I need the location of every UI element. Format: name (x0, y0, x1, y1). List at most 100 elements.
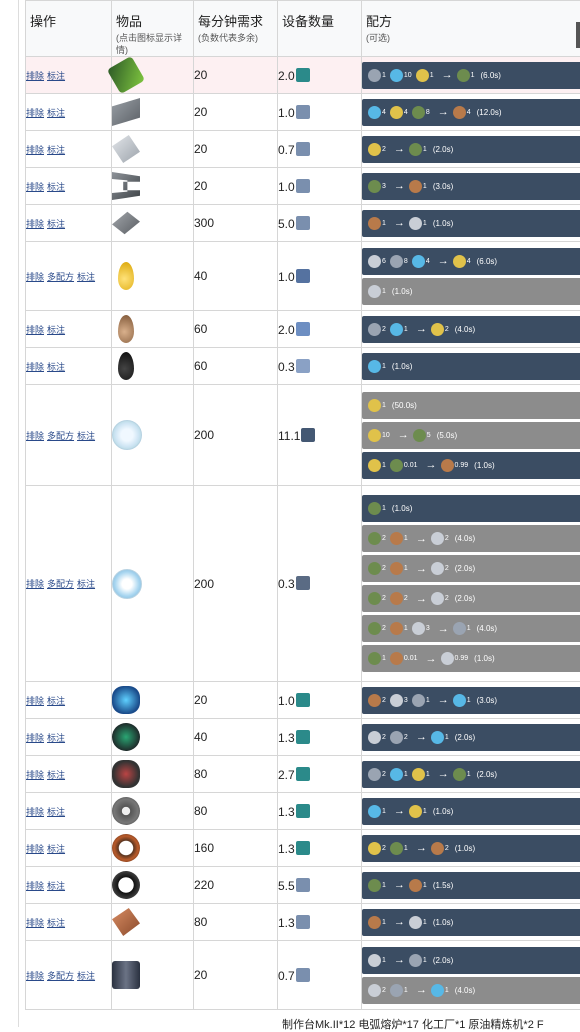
recipe-option-selected[interactable]: 1(1.0s) (362, 353, 580, 380)
mark-link[interactable]: 标注 (47, 696, 65, 706)
device-count: 1.3 (278, 916, 295, 930)
recipe-option-selected[interactable]: 1(1.0s) (362, 495, 580, 522)
remove-link[interactable]: 排除 (26, 145, 44, 155)
mark-link[interactable]: 标注 (77, 579, 95, 589)
recipe-option-selected[interactable]: 1→1(2.0s) (362, 947, 580, 974)
ingredient-icon (368, 106, 381, 119)
remove-link[interactable]: 排除 (26, 971, 44, 981)
ingredient-icon (368, 69, 381, 82)
recipe-option-selected[interactable]: 2→1(2.0s) (362, 136, 580, 163)
remove-link[interactable]: 排除 (26, 108, 44, 118)
magnet-ring-icon[interactable] (112, 871, 140, 899)
mark-link[interactable]: 标注 (47, 182, 65, 192)
ingredient-icon (409, 143, 422, 156)
ingredient-qty: 1 (430, 72, 434, 79)
multi-recipe-link[interactable]: 多配方 (47, 971, 74, 981)
ingredient-icon (409, 217, 422, 230)
mark-link[interactable]: 标注 (47, 770, 65, 780)
remove-link[interactable]: 排除 (26, 325, 44, 335)
mark-link[interactable]: 标注 (47, 145, 65, 155)
device-cell: 1.3 (278, 719, 362, 756)
mark-link[interactable]: 标注 (47, 362, 65, 372)
recipe-option-selected[interactable]: 1→1(1.5s) (362, 872, 580, 899)
remove-link[interactable]: 排除 (26, 71, 44, 81)
item-cell (112, 131, 194, 168)
mark-link[interactable]: 标注 (47, 219, 65, 229)
girder-icon[interactable] (112, 172, 140, 200)
remove-link[interactable]: 排除 (26, 770, 44, 780)
hydrogen-icon[interactable] (112, 420, 142, 450)
header-recipe: 配方(可选) (362, 1, 580, 57)
coil-icon[interactable] (112, 834, 140, 862)
metal-sheet-icon[interactable] (112, 209, 140, 237)
mark-link[interactable]: 标注 (47, 881, 65, 891)
remove-link[interactable]: 排除 (26, 881, 44, 891)
recipe-option-selected[interactable]: 1→1(1.0s) (362, 909, 580, 936)
engine-icon[interactable] (112, 686, 140, 714)
recipe-option-selected[interactable]: 1→1(1.0s) (362, 798, 580, 825)
remove-link[interactable]: 排除 (26, 807, 44, 817)
mark-link[interactable]: 标注 (77, 272, 95, 282)
device-cell: 0.7 (278, 131, 362, 168)
remove-link[interactable]: 排除 (26, 272, 44, 282)
mark-link[interactable]: 标注 (47, 807, 65, 817)
remove-link[interactable]: 排除 (26, 182, 44, 192)
mark-link[interactable]: 标注 (77, 971, 95, 981)
multi-recipe-link[interactable]: 多配方 (47, 431, 74, 441)
remove-link[interactable]: 排除 (26, 918, 44, 928)
recipe-option[interactable]: 1(1.0s) (362, 278, 580, 305)
oil-drop-icon[interactable] (118, 262, 134, 290)
recipe-option-selected[interactable]: 1→1(1.0s) (362, 210, 580, 237)
steel-beam-icon[interactable] (112, 98, 140, 126)
motor-icon[interactable] (112, 760, 140, 788)
mark-link[interactable]: 标注 (47, 108, 65, 118)
remove-link[interactable]: 排除 (26, 431, 44, 441)
mark-link[interactable]: 标注 (77, 431, 95, 441)
remove-link[interactable]: 排除 (26, 844, 44, 854)
multi-recipe-link[interactable]: 多配方 (47, 272, 74, 282)
scroll-tab[interactable] (576, 22, 580, 48)
recipe-option[interactable]: 10→5(5.0s) (362, 422, 580, 449)
recipe-option-selected[interactable]: 3→1(3.0s) (362, 173, 580, 200)
mark-link[interactable]: 标注 (47, 918, 65, 928)
device-cell: 1.0 (278, 94, 362, 131)
remove-link[interactable]: 排除 (26, 219, 44, 229)
plate-icon[interactable] (112, 135, 140, 163)
ingredient-qty: 2 (382, 987, 386, 994)
copper-plate-icon[interactable] (112, 908, 140, 936)
crude-oil-icon[interactable] (118, 352, 134, 380)
item-cell (112, 793, 194, 830)
brown-drop-icon[interactable] (118, 315, 134, 343)
graphite-icon[interactable] (112, 961, 140, 989)
remove-link[interactable]: 排除 (26, 696, 44, 706)
remove-link[interactable]: 排除 (26, 733, 44, 743)
demand-value: 160 (194, 830, 278, 867)
gear-icon[interactable] (112, 797, 140, 825)
mark-link[interactable]: 标注 (47, 733, 65, 743)
remove-link[interactable]: 排除 (26, 579, 44, 589)
mark-link[interactable]: 标注 (47, 844, 65, 854)
multi-recipe-link[interactable]: 多配方 (47, 579, 74, 589)
deuterium-icon[interactable] (112, 569, 142, 599)
mark-link[interactable]: 标注 (47, 71, 65, 81)
turbine-icon[interactable] (112, 723, 140, 751)
remove-link[interactable]: 排除 (26, 362, 44, 372)
recipe-option[interactable]: 1(50.0s) (362, 392, 580, 419)
mark-link[interactable]: 标注 (47, 325, 65, 335)
circuit-board-icon[interactable] (107, 56, 145, 94)
